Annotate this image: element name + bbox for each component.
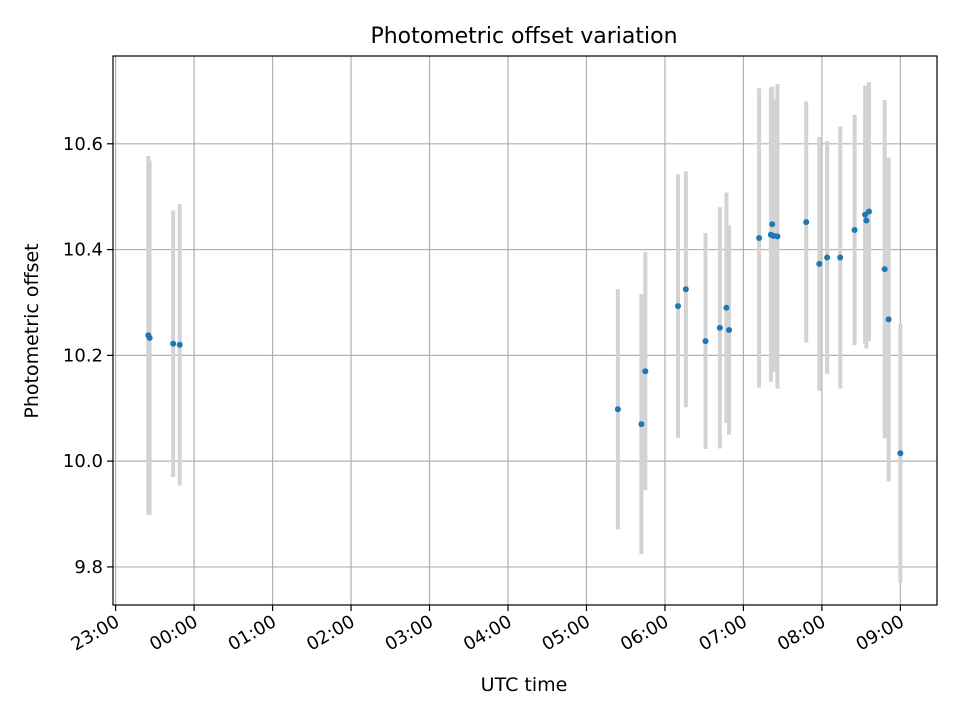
data-point [816,260,823,267]
chart-title: Photometric offset variation [370,24,677,49]
data-point [897,450,904,457]
y-axis-ticks: 9.8 10.0 10.2 10.4 10.6 [63,134,113,578]
data-point [756,234,763,241]
data-point [726,326,733,333]
data-point [638,421,645,428]
data-point [682,286,689,293]
data-points [145,208,904,457]
y-tick-label: 10.2 [63,345,103,366]
data-point [774,233,781,240]
data-point [716,324,723,331]
plot-frame [112,55,938,606]
data-point [723,304,730,311]
data-point [803,219,810,226]
data-point [769,221,776,228]
x-axis-label: UTC time [481,674,568,696]
data-point [885,316,892,323]
data-point [614,406,621,413]
y-axis-label: Photometric offset [21,243,43,418]
data-point [170,340,177,347]
data-point [146,334,153,341]
data-point [824,254,831,261]
y-tick-label: 10.6 [63,134,103,155]
data-point [702,338,709,345]
y-tick-label: 10.4 [63,240,103,261]
data-point [863,217,870,224]
y-tick-label: 10.0 [63,451,103,472]
data-point [851,227,858,234]
data-point [881,266,888,273]
data-point [675,303,682,310]
data-point [176,341,183,348]
data-point [837,254,844,261]
data-point [865,208,872,215]
y-tick-label: 9.8 [74,557,103,578]
data-point [642,368,649,375]
